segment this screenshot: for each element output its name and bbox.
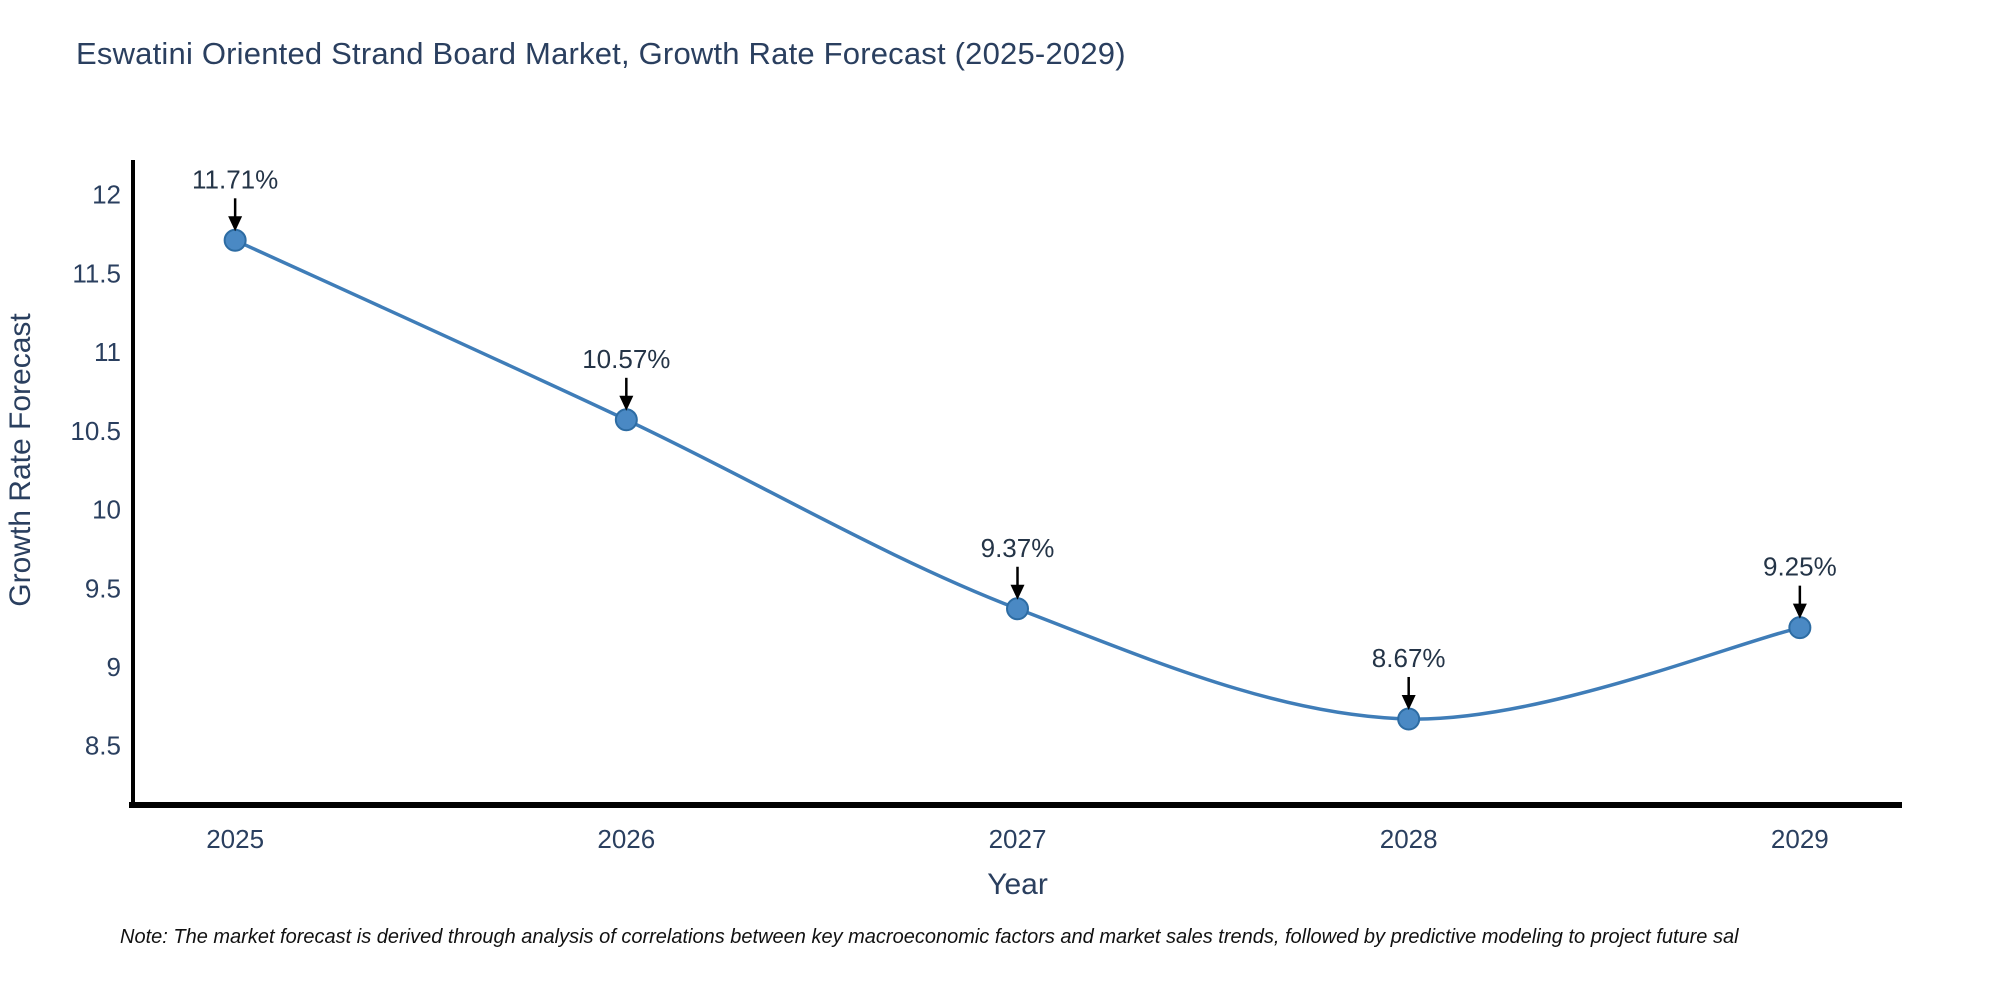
chart-title: Eswatini Oriented Strand Board Market, G… <box>76 36 1126 71</box>
annotation-arrowhead <box>228 216 243 232</box>
point-label: 9.25% <box>1763 552 1837 582</box>
y-tick-label: 9 <box>107 652 121 682</box>
x-tick-label: 2027 <box>989 824 1047 854</box>
y-tick-label: 9.5 <box>85 573 121 603</box>
annotation-arrowhead <box>1401 694 1416 710</box>
point-label: 11.71% <box>192 164 278 194</box>
data-point-2028 <box>1397 707 1421 731</box>
x-tick-label: 2025 <box>206 824 264 854</box>
x-tick-label: 2026 <box>597 824 655 854</box>
point-label: 8.67% <box>1372 643 1446 673</box>
x-tick-label: 2029 <box>1771 824 1829 854</box>
annotation-arrowhead <box>1010 584 1025 600</box>
y-tick-label: 10 <box>92 495 121 525</box>
trend-line <box>233 238 1802 721</box>
y-tick-label: 8.5 <box>85 731 121 761</box>
data-point-2027 <box>1006 597 1029 621</box>
footnote: Note: The market forecast is derived thr… <box>120 926 1739 948</box>
y-tick-label: 10.5 <box>70 416 121 446</box>
data-point-2029 <box>1788 616 1812 640</box>
y-axis-title: Growth Rate Forecast <box>4 313 37 607</box>
y-tick-label: 11.5 <box>72 258 121 288</box>
annotation-arrowhead <box>1792 603 1807 619</box>
data-point-2025 <box>223 228 247 252</box>
data-point-2026 <box>614 408 638 432</box>
point-label: 9.37% <box>981 533 1055 563</box>
annotation-arrowhead <box>619 395 634 411</box>
x-tick-label: 2028 <box>1380 824 1438 854</box>
x-axis-title: Year <box>987 868 1048 901</box>
point-label: 10.57% <box>582 344 670 374</box>
y-tick-label: 11 <box>94 337 121 367</box>
y-tick-label: 12 <box>92 180 121 210</box>
